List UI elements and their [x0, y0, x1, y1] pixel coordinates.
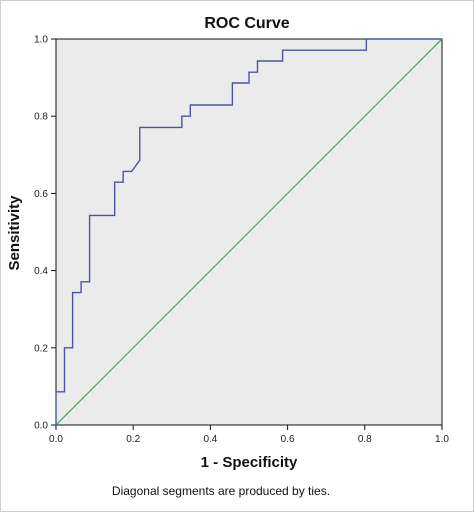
x-tick-label: 0.2	[126, 434, 140, 445]
x-tick-label: 0.4	[203, 434, 217, 445]
y-tick-label: 1.0	[34, 35, 48, 46]
x-tick-label: 0.0	[49, 434, 63, 445]
chart-title: ROC Curve	[204, 15, 289, 32]
reference-diagonal-line	[55, 38, 443, 426]
y-tick-label: 0.2	[34, 343, 48, 354]
y-tick-label: 0.4	[34, 266, 48, 277]
y-axis-title: Sensitivity	[6, 195, 23, 271]
y-tick-label: 0.0	[34, 421, 48, 432]
y-tick-label: 0.8	[34, 112, 48, 123]
x-tick-label: 0.8	[358, 434, 372, 445]
x-axis-title: 1 - Specificity	[201, 454, 298, 471]
footnote: Diagonal segments are produced by ties.	[112, 484, 330, 498]
roc-curve-line	[55, 38, 442, 425]
x-tick-label: 0.6	[281, 434, 295, 445]
y-tick-label: 0.6	[34, 189, 48, 200]
x-tick-label: 1.0	[435, 434, 449, 445]
axis-ticks: 0.0 0.2 0.4 0.6 0.8 1.0 0.0 0.2 0.4 0.6 0.8 1.0	[34, 35, 449, 446]
